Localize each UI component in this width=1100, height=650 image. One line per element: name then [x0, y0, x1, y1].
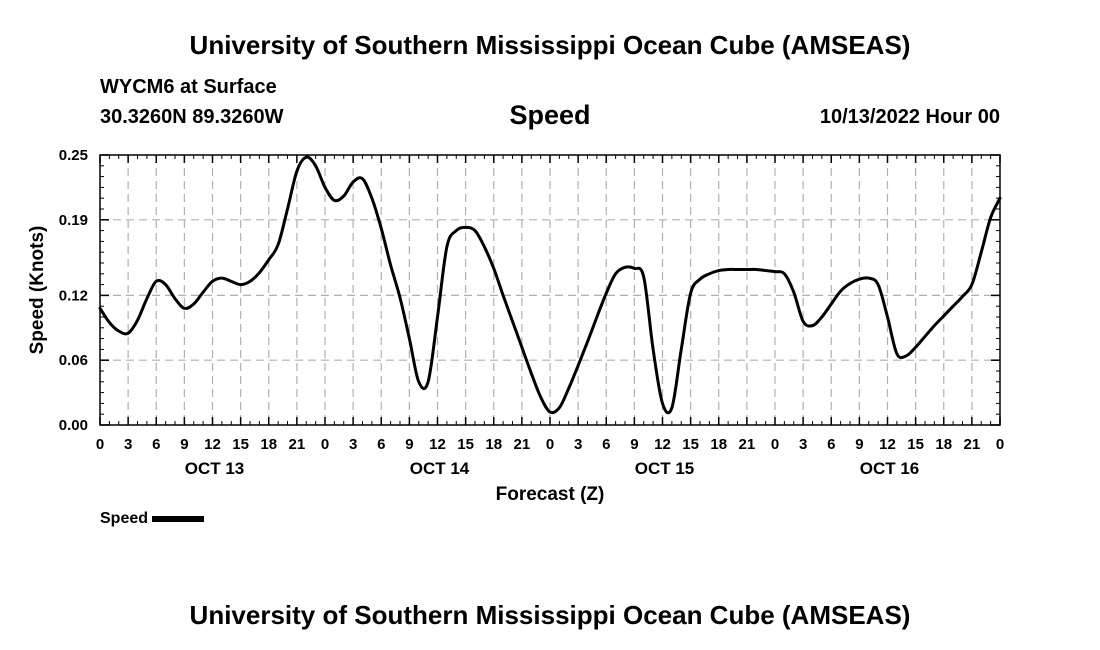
y-tick-label: 0.25	[59, 147, 88, 164]
x-tick-label: 12	[654, 436, 671, 453]
legend-label: Speed	[100, 510, 149, 527]
x-tick-label: 6	[152, 436, 160, 453]
x-tick-label: 3	[799, 436, 807, 453]
station-coordinates: 30.3260N 89.3260W	[100, 106, 284, 128]
y-tick-label: 0.00	[59, 417, 88, 434]
x-tick-label: 15	[232, 436, 249, 453]
legend-swatch	[152, 516, 205, 522]
y-tick-label: 0.19	[59, 212, 88, 229]
x-tick-label: 3	[349, 436, 357, 453]
x-tick-label: 18	[485, 436, 502, 453]
x-day-label: OCT 16	[860, 459, 920, 478]
x-tick-label: 18	[935, 436, 952, 453]
x-tick-label: 12	[429, 436, 446, 453]
y-tick-label: 0.06	[59, 352, 88, 369]
axis-labels: 0 3 6 9 12 15 18 21 0 3 6 9 12 15 18 21 0 3 6 9 12 15 18 21 0 3 6 9…	[59, 147, 1004, 478]
forecast-datetime: 10/13/2022 Hour 00	[819, 106, 1000, 128]
x-tick-label: 6	[377, 436, 385, 453]
x-tick-label: 0	[771, 436, 779, 453]
x-tick-label: 18	[260, 436, 277, 453]
x-tick-label: 15	[682, 436, 699, 453]
x-tick-label: 21	[289, 436, 306, 453]
x-tick-label: 3	[574, 436, 582, 453]
x-tick-label: 9	[180, 436, 188, 453]
x-tick-label: 21	[514, 436, 531, 453]
x-tick-label: 0	[321, 436, 329, 453]
grid	[100, 155, 1000, 425]
x-day-label: OCT 15	[635, 459, 695, 478]
legend: Speed	[100, 510, 205, 528]
y-axis-label: Speed (Knots)	[27, 226, 48, 355]
footer-title: University of Southern Mississippi Ocean…	[189, 600, 911, 630]
x-tick-label: 9	[855, 436, 863, 453]
x-day-label: OCT 14	[410, 459, 470, 478]
x-tick-label: 0	[96, 436, 104, 453]
x-tick-label: 21	[964, 436, 981, 453]
x-tick-label: 12	[204, 436, 221, 453]
x-tick-label: 18	[710, 436, 727, 453]
x-tick-label: 15	[457, 436, 474, 453]
x-tick-label: 0	[996, 436, 1004, 453]
x-tick-label: 21	[739, 436, 756, 453]
series-line-speed	[98, 155, 1002, 415]
x-tick-label: 9	[630, 436, 638, 453]
page-title: University of Southern Mississippi Ocean…	[189, 30, 911, 60]
x-axis-label: Forecast (Z)	[496, 484, 605, 505]
x-tick-label: 12	[879, 436, 896, 453]
x-tick-label: 9	[405, 436, 413, 453]
x-tick-label: 6	[602, 436, 610, 453]
chart-title: Speed	[509, 100, 591, 130]
x-tick-label: 6	[827, 436, 835, 453]
x-tick-label: 3	[124, 436, 132, 453]
x-tick-label: 0	[546, 436, 554, 453]
plot-frame	[99, 154, 1001, 426]
station-label: WYCM6 at Surface	[100, 76, 277, 98]
y-tick-label: 0.12	[59, 287, 88, 304]
x-day-label: OCT 13	[185, 459, 245, 478]
x-tick-label: 15	[907, 436, 924, 453]
